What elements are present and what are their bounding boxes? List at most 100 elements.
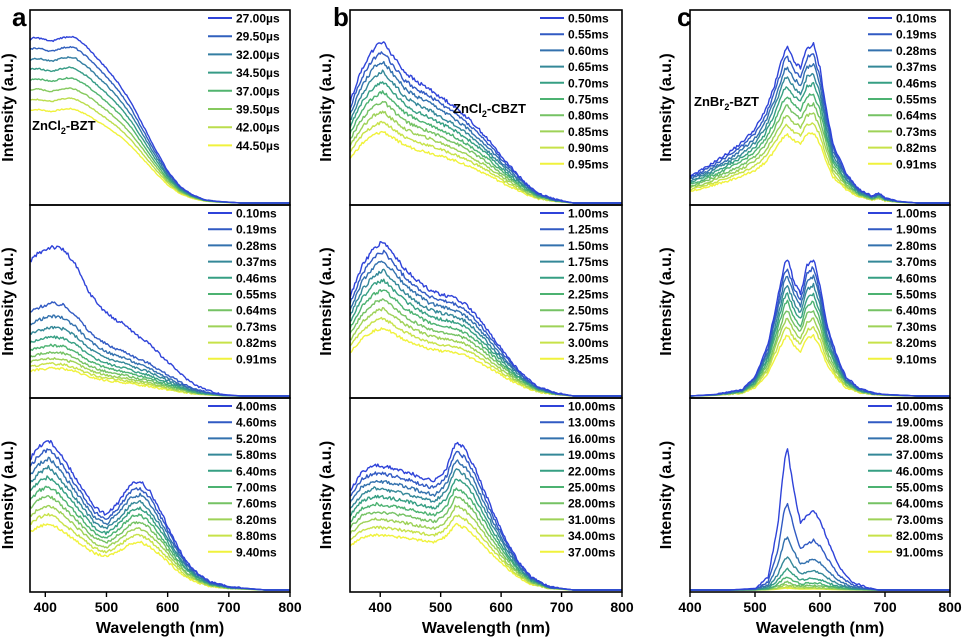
legend-label: 8.80ms (236, 529, 277, 543)
legend-label: 9.10ms (896, 352, 937, 366)
y-axis-label: Intensity (a.u.) (318, 247, 335, 355)
legend-label: 0.28ms (896, 44, 937, 58)
legend-label: 25.00ms (568, 481, 616, 495)
series-line-c3-1 (690, 448, 950, 591)
legend-label: 39.50µs (236, 103, 280, 117)
series-line-c1-1 (689, 42, 950, 204)
x-tick-label: 600 (808, 599, 832, 615)
legend-label: 13.00ms (568, 416, 616, 430)
panel-a: Intensity (a.u.) 27.00µs 29.50µs 32.00µs 34.… (0, 2, 302, 637)
legend-label: 19.00ms (568, 448, 616, 462)
legend-label: 0.70ms (568, 76, 609, 90)
legend-label: 0.75ms (568, 93, 609, 107)
legend-label: 44.50µs (236, 139, 280, 153)
x-tick-label: 400 (369, 599, 393, 615)
legend-label: 0.64ms (236, 304, 277, 318)
legend-label: 10.00ms (896, 400, 944, 414)
legend-label: 42.00µs (236, 121, 280, 135)
series-line-b1-1 (349, 41, 622, 204)
legend-label: 0.55ms (896, 93, 937, 107)
legend-label: 4.00ms (236, 400, 277, 414)
legend-label: 64.00ms (896, 497, 944, 511)
x-tick-label: 400 (34, 599, 58, 615)
plot-frame (349, 397, 623, 593)
legend-label: 0.46ms (236, 271, 277, 285)
x-tick-label: 800 (938, 599, 962, 615)
x-tick-label: 500 (429, 599, 453, 615)
series-line-a2-1 (29, 245, 290, 397)
legend-label: 0.85ms (568, 125, 609, 139)
legend-label: 1.00ms (568, 207, 609, 221)
legend-label: 1.50ms (568, 239, 609, 253)
annotation-main: ZnCl (453, 101, 482, 116)
series-line-b2-1 (349, 241, 622, 397)
legend-label: 0.65ms (568, 60, 609, 74)
legend-label: 1.25ms (568, 223, 609, 237)
x-tick-label: 700 (550, 599, 574, 615)
legend-label: 34.00ms (568, 529, 616, 543)
panel-letter: a (12, 2, 27, 32)
subplot-c-1: Intensity (a.u.) 0.10ms 0.19ms 0.28ms 0.37ms… (658, 9, 951, 206)
subplot-c-3: Intensity (a.u.) 10.00ms 19.00ms 28.00ms 37.… (658, 397, 951, 593)
legend-label: 0.10ms (896, 12, 937, 26)
legend-label: 4.60ms (896, 271, 937, 285)
legend-label: 0.50ms (568, 12, 609, 26)
x-tick-label: 700 (873, 599, 897, 615)
y-axis-label: Intensity (a.u.) (658, 441, 675, 549)
legend-label: 7.30ms (896, 320, 937, 334)
x-tick-label: 500 (95, 599, 119, 615)
y-axis-label: Intensity (a.u.) (0, 247, 17, 355)
legend-label: 0.19ms (236, 223, 277, 237)
panel-letter: c (677, 2, 691, 32)
legend-label: 28.00ms (896, 432, 944, 446)
x-tick-label: 400 (678, 599, 702, 615)
legend-label: 37.00ms (896, 448, 944, 462)
legend-label: 2.25ms (568, 288, 609, 302)
legend-label: 0.64ms (896, 109, 937, 123)
annotation-rest: -CBZT (487, 101, 526, 116)
legend-label: 27.00µs (236, 12, 280, 26)
legend-label: 0.19ms (896, 28, 937, 42)
legend-label: 6.40ms (236, 464, 277, 478)
panel-b: Intensity (a.u.) 0.50ms 0.55ms 0.60ms 0.65ms… (318, 2, 634, 637)
legend-label: 0.46ms (896, 76, 937, 90)
legend-label: 8.20ms (896, 336, 937, 350)
legend-label: 3.25ms (568, 352, 609, 366)
legend-label: 3.70ms (896, 255, 937, 269)
y-axis-label: Intensity (a.u.) (658, 53, 675, 161)
legend-label: 91.00ms (896, 545, 944, 559)
legend-label: 2.50ms (568, 304, 609, 318)
legend-label: 37.00µs (236, 84, 280, 98)
legend-label: 7.60ms (236, 497, 277, 511)
legend-label: 37.00ms (568, 545, 616, 559)
subplot-a-1: Intensity (a.u.) 27.00µs 29.50µs 32.00µs 34.… (0, 9, 291, 206)
panel-c: Intensity (a.u.) 0.10ms 0.19ms 0.28ms 0.37ms… (658, 2, 962, 637)
plot-frame (29, 397, 291, 593)
legend-label: 0.80ms (568, 109, 609, 123)
legend-label: 7.00ms (236, 481, 277, 495)
legend-label: 0.73ms (896, 125, 937, 139)
panel-letter: b (333, 2, 349, 32)
x-tick-label: 800 (610, 599, 634, 615)
annotation-rest: -BZT (729, 94, 759, 109)
annotation-rest: -BZT (66, 118, 96, 133)
subplot-b-1: Intensity (a.u.) 0.50ms 0.55ms 0.60ms 0.65ms… (318, 9, 623, 206)
sample-annotation: ZnCl2-CBZT (453, 101, 526, 119)
legend-label: 16.00ms (568, 432, 616, 446)
subplot-c-2: Intensity (a.u.) 1.00ms 1.90ms 2.80ms 3.70ms… (658, 204, 951, 399)
y-axis-label: Intensity (a.u.) (318, 53, 335, 161)
y-axis-label: Intensity (a.u.) (318, 441, 335, 549)
legend-label: 0.10ms (236, 207, 277, 221)
legend-label: 1.75ms (568, 255, 609, 269)
legend-label: 0.37ms (236, 255, 277, 269)
x-tick-label: 700 (217, 599, 241, 615)
annotation-main: ZnCl (32, 118, 61, 133)
legend-label: 1.90ms (896, 223, 937, 237)
legend-label: 82.00ms (896, 529, 944, 543)
legend-label: 31.00ms (568, 513, 616, 527)
legend-label: 0.28ms (236, 239, 277, 253)
y-axis-label: Intensity (a.u.) (0, 53, 17, 161)
legend-label: 5.20ms (236, 432, 277, 446)
legend-label: 46.00ms (896, 464, 944, 478)
